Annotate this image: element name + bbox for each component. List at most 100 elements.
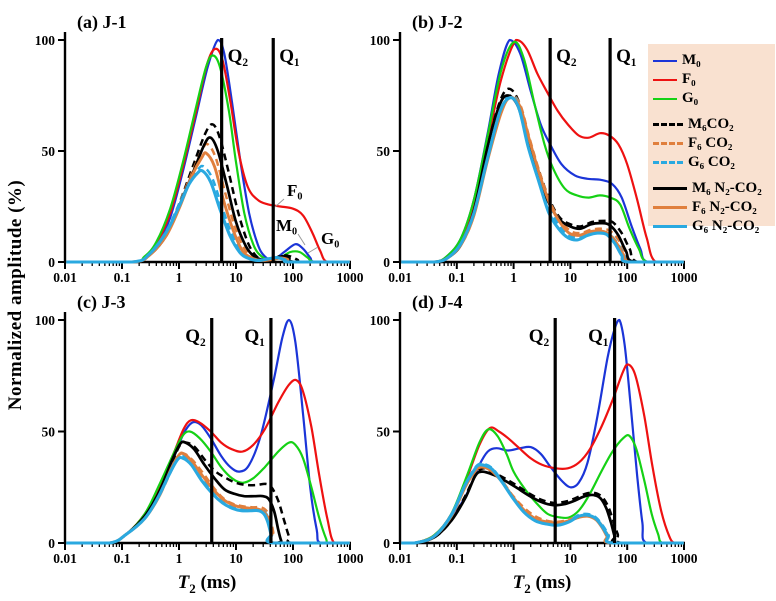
y-tick-label: 100 — [35, 33, 56, 48]
x-tick-label: 10 — [564, 551, 578, 566]
x-tick-label: 1000 — [671, 270, 698, 285]
panel-a: 0.01 0.1 1 10 100 1000 0 50 100 Q₂ Q₁ (a) J-1 F₀ M₀ G₀ — [35, 12, 364, 285]
x-tick-label: 100 — [283, 551, 304, 566]
y-tick-label: 100 — [370, 33, 391, 48]
q2-label: Q₂ — [556, 46, 577, 67]
curve-annotation: M₀ — [276, 216, 297, 235]
series-G0 — [401, 428, 684, 545]
x-tick-label: 0.1 — [114, 270, 131, 285]
series-M6-CO2 — [401, 467, 684, 545]
x-tick-label: 0.01 — [53, 270, 77, 285]
annotation-leader — [297, 233, 306, 246]
x-tick-label: 1 — [510, 270, 517, 285]
x-tick-label: 10 — [229, 551, 243, 566]
legend-line-swatch — [653, 78, 677, 81]
panel-d: 0.01 0.1 1 10 100 1000 0 50 100 Q₂ Q₁ (d) J-4 — [370, 292, 698, 566]
panel-title-d: (d) J-4 — [412, 292, 463, 313]
x-tick-label: 0.01 — [53, 551, 77, 566]
y-ticks: 0 50 100 — [35, 33, 65, 270]
legend-line-swatch — [653, 123, 683, 126]
series-G0 — [66, 430, 350, 545]
series-M6-N2-CO2 — [401, 470, 684, 545]
annotation-leader — [274, 198, 285, 208]
legend-line-swatch — [653, 187, 687, 190]
y-ticks: 0 50 100 — [370, 313, 400, 551]
y-tick-label: 50 — [377, 144, 391, 159]
series-G0 — [66, 54, 350, 264]
y-ticks: 0 50 100 — [35, 313, 65, 551]
panel-title-c: (c) J-3 — [77, 292, 125, 313]
legend-label: M₆CO₂ — [688, 116, 734, 132]
annotation-leader — [307, 246, 319, 254]
y-tick-label: 50 — [42, 144, 56, 159]
xlabel-unit: (ms) — [195, 572, 237, 593]
legend-label: G₆ CO₂ — [688, 154, 735, 170]
x-ticks: 0.01 0.1 1 10 100 1000 — [53, 543, 364, 566]
series-M6-CO2 — [66, 123, 350, 264]
series-F6-CO2 — [66, 142, 350, 264]
y-axis-label: Normalized amplitude (%) — [5, 179, 26, 411]
xlabel-subscript: 2 — [524, 580, 531, 596]
series-F6-N2-CO2 — [401, 96, 684, 264]
curve-annotation: G₀ — [321, 229, 339, 248]
curve-annotation: F₀ — [287, 181, 302, 200]
y-tick-label: 0 — [383, 536, 390, 551]
legend-item-G6-N2-CO2: G₆ N₂-CO₂ — [653, 217, 775, 236]
xlabel-unit: (ms) — [530, 572, 572, 593]
x-tick-label: 1000 — [337, 270, 364, 285]
x-tick-label: 100 — [617, 551, 638, 566]
legend-item-M6-N2-CO2: M₆ N₂-CO₂ — [653, 179, 775, 198]
legend-item-G6-CO2: G₆ CO₂ — [653, 153, 775, 172]
x-tick-label: 10 — [564, 270, 578, 285]
x-tick-label: 1000 — [337, 551, 364, 566]
legend-label: G₆ N₂-CO₂ — [692, 218, 760, 234]
x-tick-label: 1 — [176, 270, 183, 285]
x-tick-label: 0.1 — [448, 270, 465, 285]
legend-item-G0: G₀ — [653, 89, 775, 108]
legend-line-swatch — [653, 225, 687, 228]
series-F6-CO2 — [401, 464, 684, 545]
x-ticks: 0.01 0.1 1 10 100 1000 — [388, 262, 698, 285]
y-ticks: 0 50 100 — [370, 33, 400, 270]
x-tick-label: 0.01 — [388, 270, 412, 285]
legend-item-F0: F₀ — [653, 70, 775, 89]
series-F0 — [66, 47, 350, 264]
legend-label: F₆ CO₂ — [688, 135, 733, 151]
panel-title-b: (b) J-2 — [412, 12, 463, 33]
x-tick-label: 0.1 — [448, 551, 465, 566]
series-F6-N2-CO2 — [401, 465, 684, 545]
legend-label: F₆ N₂-CO₂ — [692, 199, 757, 215]
series-G0 — [401, 40, 684, 264]
q2-label: Q₂ — [529, 326, 550, 347]
x-tick-label: 1 — [176, 551, 183, 566]
legend-item-M6-CO2: M₆CO₂ — [653, 115, 775, 134]
x-tick-label: 100 — [617, 270, 638, 285]
q1-label: Q₁ — [244, 326, 264, 347]
legend-item-M0: M₀ — [653, 51, 775, 70]
series-M0 — [401, 38, 684, 264]
legend-item-F6-N2-CO2: F₆ N₂-CO₂ — [653, 198, 775, 217]
y-tick-label: 0 — [48, 536, 55, 551]
y-tick-label: 0 — [383, 255, 390, 270]
series-M0 — [66, 38, 350, 264]
q1-label: Q₁ — [279, 46, 299, 67]
y-tick-label: 50 — [377, 425, 391, 440]
panel-b: 0.01 0.1 1 10 100 1000 0 50 100 Q₂ Q₁ (b) J-2 — [370, 12, 698, 285]
series-F0 — [401, 38, 684, 264]
legend: M₀ F₀ G₀ M₆CO₂ F₆ CO₂ G₆ CO₂ M₆ N₂-CO₂ F₆ N₂-CO… — [648, 44, 775, 234]
q1-label: Q₁ — [588, 326, 608, 347]
legend-label: M₆ N₂-CO₂ — [692, 180, 762, 196]
x-tick-label: 1000 — [671, 551, 698, 566]
y-tick-label: 100 — [370, 313, 391, 328]
legend-line-swatch — [653, 161, 683, 164]
y-tick-label: 100 — [35, 313, 56, 328]
series-M0 — [66, 318, 350, 545]
panel-c: 0.01 0.1 1 10 100 1000 0 50 100 Q₂ Q₁ (c) J-3 — [35, 292, 364, 566]
x-axis-label-right: T2 (ms) — [513, 572, 572, 597]
legend-line-swatch — [653, 142, 683, 145]
series-G6-N2-CO2 — [66, 168, 350, 264]
x-tick-label: 0.1 — [114, 551, 131, 566]
series-M6-CO2 — [66, 441, 350, 545]
x-ticks: 0.01 0.1 1 10 100 1000 — [53, 262, 364, 285]
xlabel-subscript: 2 — [189, 580, 196, 596]
